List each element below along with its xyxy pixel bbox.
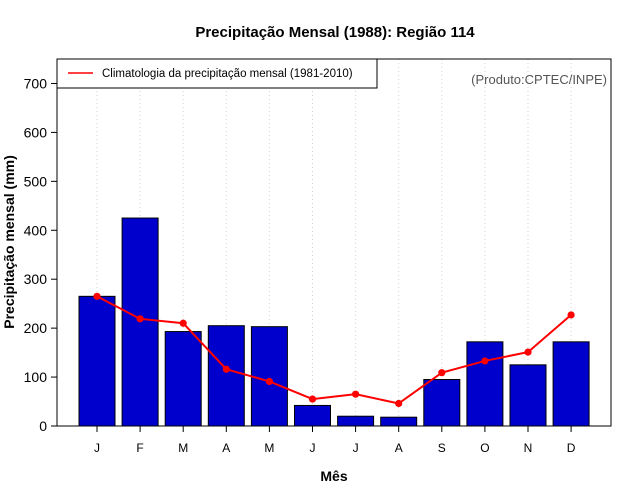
climatology-point-12: [567, 311, 575, 319]
x-tick-label: A: [395, 441, 403, 455]
climatology-line: [96, 295, 572, 405]
bar-7: [337, 415, 375, 427]
climatology-point-4: [222, 365, 230, 373]
x-tick-label: S: [438, 441, 446, 455]
x-tick-label: D: [567, 441, 576, 455]
bar-1: [78, 295, 116, 427]
bar-series: [78, 217, 590, 427]
y-tick-label: 500: [24, 173, 48, 189]
bar-3: [164, 331, 202, 427]
y-tick-label: 700: [24, 75, 48, 91]
climatology-line-series: [93, 292, 575, 408]
x-tick-label: N: [524, 441, 533, 455]
legend-box: [56, 58, 378, 89]
x-tick-label: M: [178, 441, 188, 455]
bar-10: [466, 341, 504, 427]
y-tick-label: 100: [24, 369, 48, 385]
source-annotation: (Produto:CPTEC/INPE): [471, 72, 607, 87]
y-tick-label: 300: [24, 271, 48, 287]
bar-6: [294, 404, 331, 427]
legend: Climatologia da precipitação mensal (198…: [56, 58, 378, 89]
x-tick-label: J: [353, 441, 359, 455]
x-tick-label: A: [222, 441, 230, 455]
bar-5: [250, 326, 288, 427]
bar-9: [423, 379, 461, 427]
y-tick-label: 600: [24, 124, 48, 140]
x-axis-label: Mês: [320, 468, 347, 484]
climatology-point-10: [481, 357, 489, 365]
y-axis: 0 100 200 300 400 500 600 700: [24, 75, 58, 434]
climatology-point-8: [395, 399, 403, 408]
y-axis-label: Precipitação mensal (mm): [1, 155, 17, 329]
bar-11: [509, 364, 547, 427]
climatology-point-1: [93, 292, 101, 300]
y-tick-label: 400: [24, 222, 48, 238]
x-tick-label: O: [480, 441, 489, 455]
climatology-point-11: [524, 348, 532, 356]
x-tick-label: F: [136, 441, 143, 455]
x-tick-label: J: [310, 441, 316, 455]
climatology-point-2: [136, 315, 144, 323]
climatology-point-3: [179, 319, 187, 327]
y-tick-label: 200: [24, 320, 48, 336]
bar-8: [380, 416, 418, 427]
climatology-point-9: [438, 369, 446, 377]
x-tick-label: J: [94, 441, 100, 455]
chart-title: Precipitação Mensal (1988): Região 114: [195, 24, 475, 41]
x-tick-label: M: [264, 441, 274, 455]
bar-4: [207, 325, 245, 427]
legend-label-climatology: Climatologia da precipitação mensal (198…: [102, 68, 353, 80]
y-tick-label: 0: [39, 418, 47, 434]
climatology-point-5: [265, 377, 273, 386]
climatology-point-7: [352, 390, 360, 398]
bar-12: [552, 341, 590, 427]
climatology-point-6: [308, 395, 317, 403]
